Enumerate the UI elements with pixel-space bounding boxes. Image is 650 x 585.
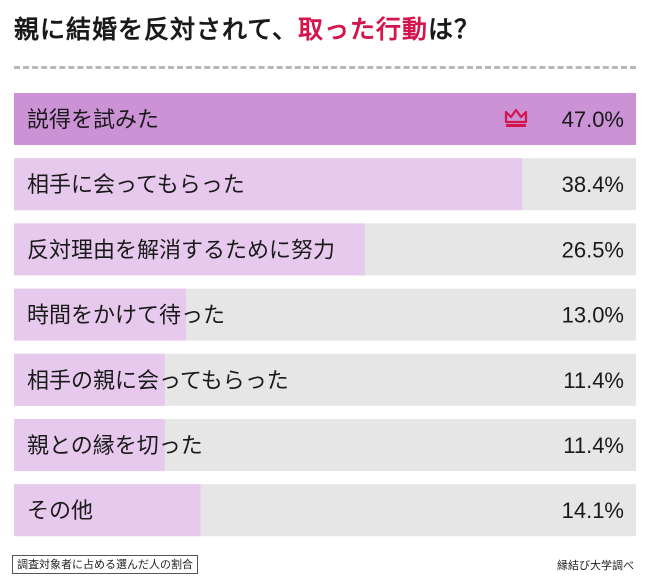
category-label: 親との縁を切った xyxy=(27,434,203,459)
title-divider xyxy=(14,66,636,69)
bar xyxy=(14,484,201,537)
value-label: 11.4% xyxy=(563,368,624,393)
bar xyxy=(14,288,187,341)
category-label: 相手に会ってもらった xyxy=(27,173,245,198)
value-label: 11.4% xyxy=(563,433,624,458)
bar xyxy=(14,353,165,406)
footnote: 調査対象者に占める選んだ人の割合 xyxy=(12,555,198,574)
bar xyxy=(14,419,165,471)
source-credit: 縁結び大学調べ xyxy=(557,559,634,572)
value-label: 38.4% xyxy=(562,172,624,197)
bar xyxy=(14,158,523,211)
category-label: 説得を試みた xyxy=(27,108,159,133)
bar xyxy=(14,223,365,276)
title-main: 親に結婚を反対されて、 xyxy=(14,15,299,44)
category-label: 時間をかけて待った xyxy=(27,304,225,329)
value-label: 26.5% xyxy=(562,237,624,262)
category-label: 反対理由を解消するために努力 xyxy=(27,238,335,263)
category-label: その他 xyxy=(27,499,93,524)
bar xyxy=(14,93,636,145)
value-label: 13.0% xyxy=(562,303,624,328)
value-label: 47.0% xyxy=(562,107,624,132)
value-label: 14.1% xyxy=(562,498,624,523)
category-label: 相手の親に会ってもらった xyxy=(27,369,289,394)
title-tail: は？ xyxy=(428,15,481,44)
title-accent: 取った行動 xyxy=(298,15,429,44)
crown-icon xyxy=(504,108,528,127)
chart-title: 親に結婚を反対されて、取った行動は？ xyxy=(14,10,480,46)
